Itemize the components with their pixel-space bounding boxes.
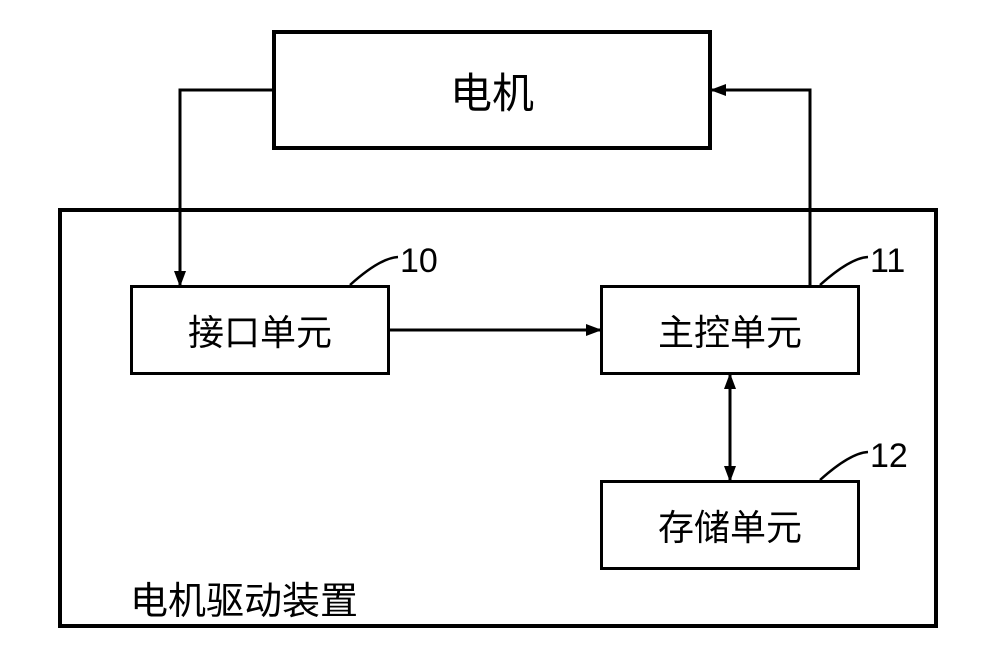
interface-unit-box: 接口单元	[130, 285, 390, 375]
storage-unit-ref: 12	[870, 437, 908, 476]
main-control-unit-ref: 11	[870, 242, 905, 281]
motor-label: 电机	[450, 60, 534, 121]
diagram-stage: 电机 电机驱动装置 接口单元 10 主控单元 11 存储单元 12	[0, 0, 1000, 670]
storage-unit-label: 存储单元	[658, 499, 802, 551]
interface-unit-label: 接口单元	[188, 304, 332, 356]
interface-unit-ref: 10	[400, 242, 438, 281]
motor-box: 电机	[272, 30, 712, 150]
storage-unit-box: 存储单元	[600, 480, 860, 570]
main-control-unit-box: 主控单元	[600, 285, 860, 375]
device-label: 电机驱动装置	[130, 570, 358, 625]
main-control-unit-label: 主控单元	[658, 304, 802, 356]
